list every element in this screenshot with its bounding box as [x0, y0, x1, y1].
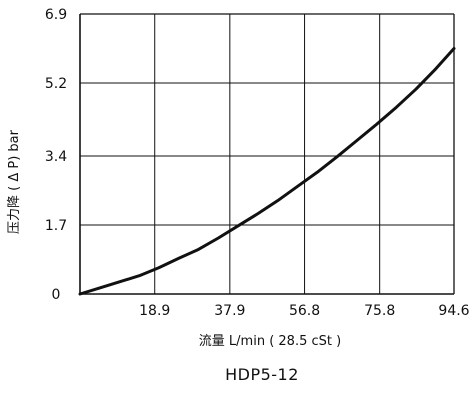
- x-tick-label: 18.9: [139, 303, 170, 319]
- y-tick-label: 1.7: [45, 218, 67, 234]
- y-tick-label: 5.2: [45, 76, 67, 92]
- y-tick-label: 3.4: [45, 149, 67, 165]
- x-tick-label: 37.9: [214, 303, 245, 319]
- x-tick-label: 56.8: [289, 303, 320, 319]
- y-tick-label: 0: [52, 287, 61, 303]
- grid-layer: [79, 13, 455, 295]
- x-tick-label: 75.8: [364, 303, 395, 319]
- tick-layer: 0 1.7 3.4 5.2 6.9 18.9 37.9 56.8 75.8 94.6: [45, 7, 470, 319]
- series-line: [78, 46, 456, 296]
- series-layer: [78, 46, 456, 296]
- x-tick-label: 94.6: [438, 303, 469, 319]
- y-tick-label: 6.9: [45, 7, 67, 23]
- chart-caption: HDP5-12: [225, 365, 299, 384]
- x-axis-label: 流量 L/min ( 28.5 cSt ): [199, 334, 341, 349]
- label-layer: 流量 L/min ( 28.5 cSt ) 压力降 ( Δ P) bar HDP…: [7, 129, 341, 384]
- y-axis-label: 压力降 ( Δ P) bar: [7, 129, 22, 234]
